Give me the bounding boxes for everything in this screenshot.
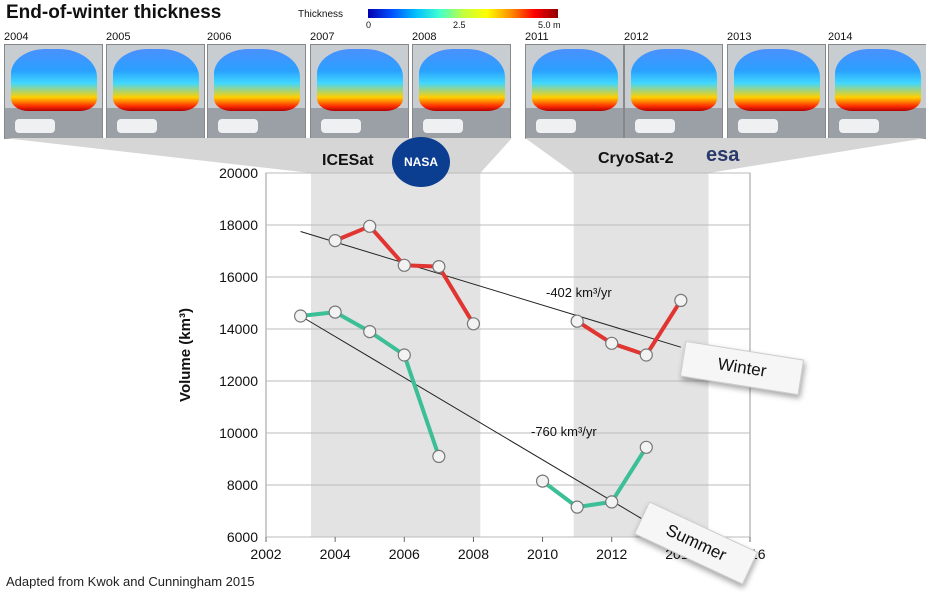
- y-tick-label: 6000: [227, 529, 258, 545]
- y-tick-label: 16000: [219, 269, 258, 285]
- winter-data-point: [397, 258, 411, 272]
- x-tick-label: 2004: [320, 546, 351, 562]
- icesat-connector: [4, 138, 512, 173]
- thickness-map: [207, 44, 306, 139]
- winter-data-point: [363, 219, 377, 233]
- cryosat-connector: [525, 138, 926, 173]
- thickness-map: [525, 44, 624, 139]
- x-tick-label: 2006: [389, 546, 420, 562]
- winter-data-point: [570, 314, 584, 328]
- cryosat-label: CryoSat-2: [598, 150, 674, 167]
- winter-data-point: [432, 260, 446, 274]
- map-year-label: 2013: [727, 31, 752, 43]
- thickness-map: [828, 44, 926, 139]
- summer-trend-line: [300, 315, 647, 522]
- y-axis-label: Volume (km³): [177, 308, 194, 402]
- summer-series-line: [541, 446, 648, 510]
- y-tick-label: 10000: [219, 425, 258, 441]
- summer-data-point: [605, 495, 619, 509]
- winter-data-point: [328, 234, 342, 248]
- x-tick-label: 2010: [527, 546, 558, 562]
- colorbar-label: Thickness: [298, 9, 344, 20]
- winter-data-point: [605, 336, 619, 350]
- y-tick-label: 18000: [219, 217, 258, 233]
- map-year-label: 2011: [525, 31, 549, 43]
- y-tick-label: 8000: [227, 477, 258, 493]
- source-credit: Adapted from Kwok and Cunningham 2015: [6, 574, 255, 589]
- summer-data-point: [363, 325, 377, 339]
- map-year-label: 2008: [412, 31, 437, 43]
- winter-series-line: [576, 299, 683, 357]
- thickness-map: [624, 44, 723, 139]
- winter-data-point: [674, 293, 688, 307]
- x-tick-label: 2008: [458, 546, 489, 562]
- summer-data-point: [639, 440, 653, 454]
- map-year-label: 2014: [828, 31, 853, 43]
- colorbar-tick-min: 0: [366, 20, 372, 30]
- y-tick-label: 12000: [219, 373, 258, 389]
- summer-data-point: [432, 449, 446, 463]
- winter-data-point: [639, 348, 653, 362]
- summer-data-point: [397, 348, 411, 362]
- x-tick-label: 2002: [250, 546, 281, 562]
- summer-data-point: [535, 474, 550, 488]
- map-year-label: 2004: [4, 31, 29, 43]
- map-year-label: 2012: [624, 31, 649, 43]
- esa-logo: esa: [706, 144, 740, 166]
- y-tick-label: 20000: [219, 165, 258, 181]
- summer-data-point: [293, 309, 308, 323]
- icesat-label: ICESat: [322, 152, 374, 169]
- thickness-colorbar: [368, 9, 558, 18]
- summer-trend-label: -760 km³/yr: [531, 424, 597, 439]
- map-year-label: 2005: [106, 31, 131, 43]
- thickness-map: [727, 44, 826, 139]
- thickness-map: [310, 44, 409, 139]
- thickness-map: [412, 44, 511, 139]
- thickness-map: [4, 44, 103, 139]
- figure-title: End-of-winter thickness: [6, 2, 222, 23]
- summer-data-point: [328, 305, 342, 319]
- winter-trend-label: -402 km³/yr: [546, 285, 612, 300]
- y-tick-label: 14000: [219, 321, 258, 337]
- map-year-label: 2006: [207, 31, 232, 43]
- colorbar-tick-max: 5.0 m: [538, 20, 561, 30]
- nasa-logo: NASA: [392, 137, 450, 187]
- colorbar-tick-mid: 2.5: [453, 20, 466, 30]
- summer-data-point: [570, 500, 584, 514]
- x-tick-label: 2012: [596, 546, 627, 562]
- thickness-map: [106, 44, 205, 139]
- winter-data-point: [466, 317, 481, 331]
- winter-trend-line: [300, 231, 682, 348]
- map-year-label: 2007: [310, 31, 335, 43]
- shaded-period-icesat: [310, 173, 481, 537]
